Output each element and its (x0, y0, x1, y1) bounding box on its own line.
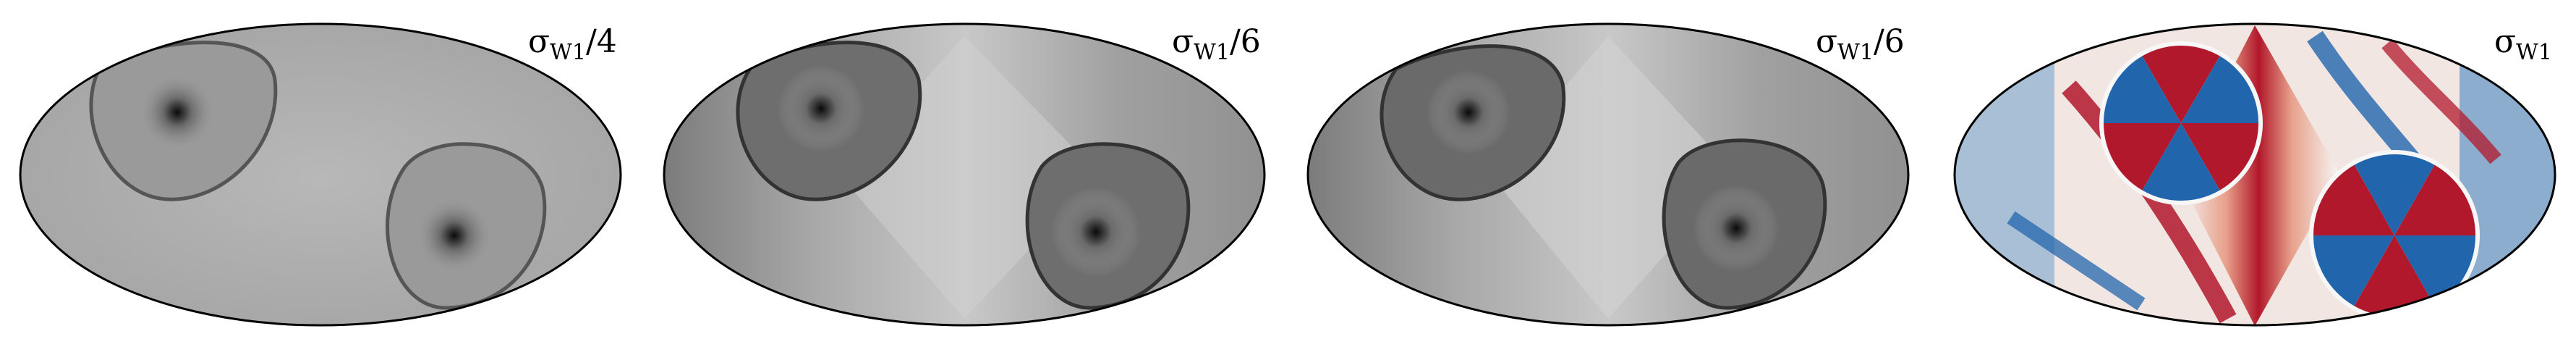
panel-1-label: σW1/4 (528, 23, 617, 65)
panel-3-label: σW1/6 (1816, 23, 1905, 65)
map-panel-3 (1306, 22, 1910, 327)
map-panel-1 (19, 22, 622, 327)
panel-4-label: σW1 (2494, 23, 2552, 65)
panel-2-label: σW1/6 (1172, 23, 1261, 65)
map-panel-2 (663, 22, 1266, 327)
map-panel-4 (1953, 22, 2556, 327)
